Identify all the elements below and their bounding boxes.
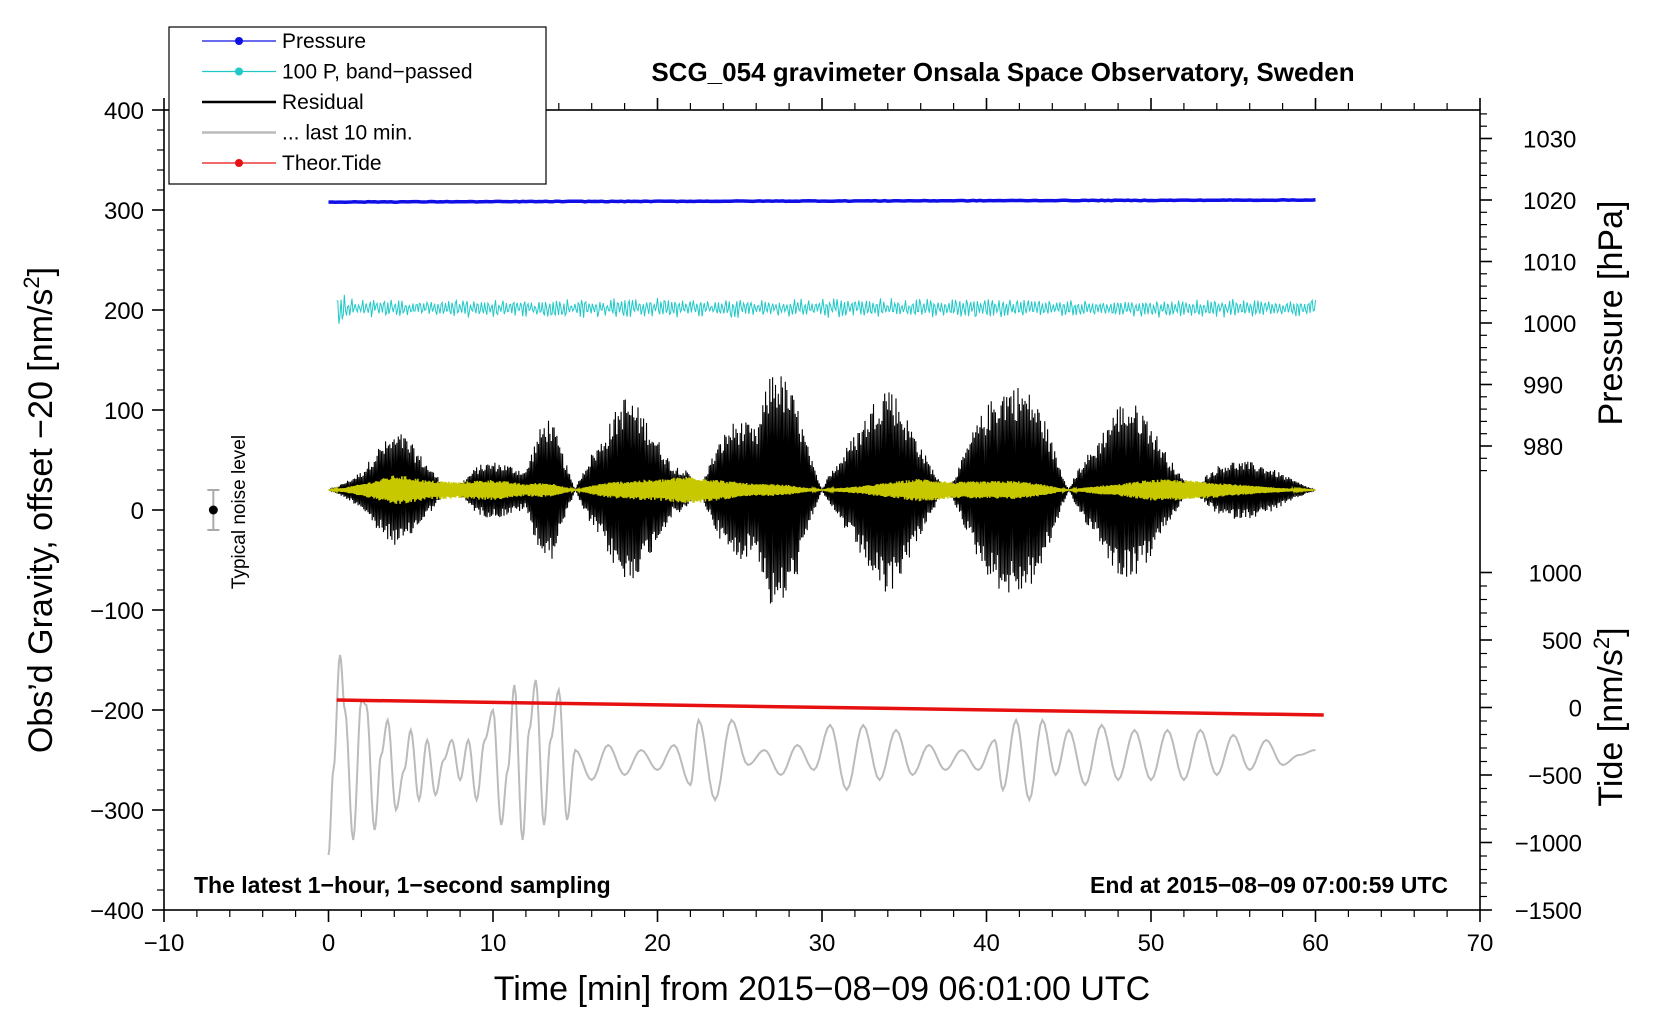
tide-tick-label: −500 [1528, 763, 1582, 790]
legend-label-2: Residual [282, 91, 364, 114]
pressure-tick-label: 990 [1523, 373, 1563, 400]
x-tick-label: 50 [1138, 930, 1165, 957]
legend-marker-0 [235, 37, 243, 45]
pressure-tick-label: 1010 [1523, 250, 1576, 277]
y-axis-tide-title-main: Tide [nm/s [1592, 649, 1630, 806]
noise-level-label: Typical noise level [229, 435, 250, 589]
y-tick-label: 300 [104, 198, 144, 225]
x-tick-label: 10 [480, 930, 507, 957]
legend-box [168, 26, 547, 185]
annotation-bottom-right: End at 2015−08−09 07:00:59 UTC [1090, 872, 1448, 898]
tide-tick-label: −1500 [1515, 898, 1582, 925]
y-tick-label: −400 [90, 898, 144, 925]
y-axis-left-title-main: Obs’d Gravity, offset −20 [nm/s [22, 289, 60, 754]
pressure-tick-label: 1000 [1523, 311, 1576, 338]
legend-marker-1 [235, 67, 243, 76]
y-axis-left-title-end: ] [22, 267, 60, 276]
y-axis-tide-title: Tide [nm/s2] [1589, 627, 1630, 806]
x-tick-label: 30 [809, 930, 836, 957]
y-axis-tide-title-end: ] [1592, 627, 1630, 636]
plot-frame [163, 109, 1481, 911]
x-tick-label: 40 [973, 930, 1000, 957]
y-axis-left-title-sup: 2 [19, 276, 44, 288]
legend-label-3: ... last 10 min. [282, 122, 413, 145]
axes-layer: −10 0 10 20 30 40 50 60 70−400−300−200−100010020… [90, 98, 1582, 957]
series-last-10-min [327, 654, 1316, 856]
y-axis-tide-title-sup: 2 [1589, 637, 1614, 649]
legend-label-1: 100 P, band−passed [282, 61, 473, 84]
tide-tick-label: 0 [1569, 696, 1582, 723]
pressure-tick-label: 1030 [1523, 127, 1576, 154]
noise-bar-point [208, 505, 218, 515]
y-tick-label: −300 [90, 798, 144, 825]
y-axis-left-title: Obs’d Gravity, offset −20 [nm/s2] [19, 267, 60, 753]
series-residual-smoothed [328, 475, 1316, 504]
chart-title: SCG_054 gravimeter Onsala Space Observat… [651, 57, 1354, 87]
y-tick-label: −200 [90, 698, 144, 725]
annotation-bottom-left: The latest 1−hour, 1−second sampling [194, 872, 611, 898]
pressure-tick-label: 980 [1523, 434, 1563, 461]
x-tick-label: 0 [322, 930, 335, 957]
legend-label-4: Theor.Tide [282, 152, 382, 175]
legend-label-0: Pressure [282, 30, 366, 53]
noise-bar [207, 489, 220, 531]
y-tick-label: −100 [90, 598, 144, 625]
x-tick-label: 70 [1467, 930, 1494, 957]
y-tick-label: 100 [104, 398, 144, 425]
x-tick-label: 60 [1302, 930, 1329, 957]
y-tick-label: 0 [131, 498, 144, 525]
y-tick-label: 400 [104, 98, 144, 125]
x-axis-title: Time [min] from 2015−08−09 06:01:00 UTC [494, 970, 1150, 1008]
y-tick-label: 200 [104, 298, 144, 325]
tide-tick-label: 1000 [1529, 561, 1582, 588]
legend: Pressure 100 P, band−passed Residual ... la… [168, 26, 547, 185]
tide-tick-label: −1000 [1515, 831, 1582, 858]
x-tick-label: −10 [144, 930, 185, 957]
tide-tick-label: 500 [1542, 628, 1582, 655]
series-pressure [328, 198, 1316, 204]
x-tick-label: 20 [644, 930, 671, 957]
series-theor-tide [336, 698, 1324, 717]
legend-marker-4 [235, 159, 243, 167]
series-band-passed-pressure [336, 294, 1316, 324]
y-axis-pressure-title: Pressure [hPa] [1592, 201, 1630, 426]
pressure-tick-label: 1020 [1523, 188, 1576, 215]
series-layer [327, 198, 1324, 856]
